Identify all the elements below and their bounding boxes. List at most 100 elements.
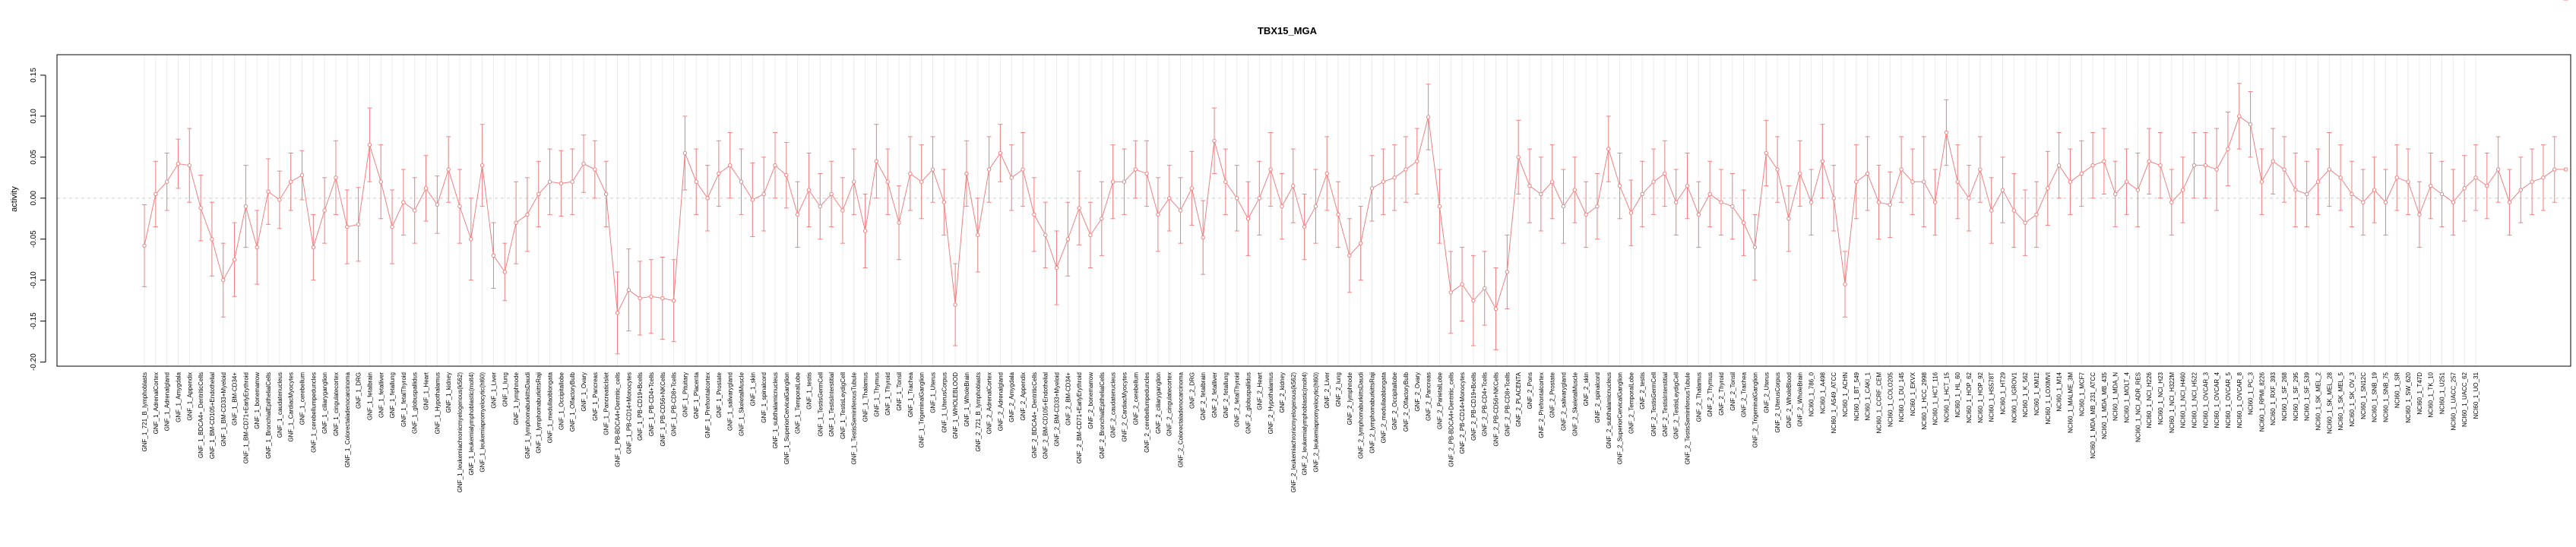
x-tick-label: GNF_2_caudatenucleus	[1110, 372, 1117, 438]
x-tick-label: NCI60_1_PC_3	[2248, 372, 2255, 415]
x-tick-label: NCI60_1_OVCAR_8	[2236, 372, 2243, 428]
data-point	[1347, 253, 1352, 258]
data-point	[874, 159, 879, 163]
y-tick-label: 0.10	[30, 109, 38, 124]
x-tick-label: GNF_2_721_B_lymphoblasts	[975, 372, 982, 452]
data-point	[469, 237, 473, 242]
x-tick-label: NCI60_1_MOLT_4	[2124, 372, 2131, 422]
data-point	[964, 171, 969, 176]
data-point	[570, 179, 574, 184]
x-tick-label: GNF_2_Hypothalamus	[1267, 372, 1274, 434]
data-point	[2180, 188, 2185, 192]
x-tick-label: NCI60_1_HOP_62	[1966, 372, 1973, 422]
x-tick-label: GNF_2_skin	[1583, 372, 1590, 406]
x-tick-label: NCI60_1_OVCAR_3	[2202, 372, 2209, 428]
data-point	[2563, 167, 2568, 172]
x-tick-label: GNF_1_BM-CD33+Myeloid	[220, 372, 227, 447]
data-point	[536, 191, 541, 197]
x-tick-label: GNF_1_BronchialEpithelialCells	[265, 372, 272, 459]
x-tick-label: GNF_1_Ovary	[581, 372, 587, 412]
x-tick-label: GNF_2_Pancreas	[1426, 372, 1432, 421]
x-tick-label: GNF_2_TrigeminalGanglion	[1752, 372, 1758, 447]
x-tick-label: GNF_1_AdrenalCortex	[153, 372, 160, 434]
data-point	[1336, 212, 1340, 217]
x-tick-label: GNF_2_BM-CD71+EarlyErythroid	[1076, 372, 1083, 463]
data-point	[930, 167, 935, 172]
x-tick-label: GNF_1_testis	[805, 372, 812, 409]
x-tick-label: NCI60_1_MDA_MB_231_ATCC	[2090, 372, 2097, 459]
x-tick-label: NCI60_1_SF_539	[2304, 372, 2311, 421]
x-tick-label: NCI60_1_NCI_H23	[2157, 372, 2164, 424]
x-tick-label: GNF_2_Adrenalgland	[997, 372, 1004, 431]
data-point	[2034, 212, 2039, 217]
x-tick-label: GNF_2_WholeBrain	[1797, 372, 1804, 427]
data-point	[2383, 200, 2388, 204]
x-tick-label: NCI60_1_OVCAR_5	[2225, 372, 2232, 428]
data-point	[1201, 235, 1205, 240]
x-tick-label: GNF_2_medullaoblongata	[1380, 372, 1387, 443]
x-tick-label: NCI60_1_KM12	[2033, 372, 2040, 415]
data-point	[277, 198, 282, 202]
data-point	[1381, 179, 1386, 184]
data-point	[2056, 163, 2062, 168]
x-tick-label: GNF_2_Uterus	[1763, 372, 1770, 413]
data-point	[750, 198, 755, 202]
data-point	[1831, 196, 1836, 201]
data-point	[1775, 167, 1780, 172]
data-point	[998, 150, 1003, 156]
x-tick-label: NCI60_1_786_0	[1809, 372, 1815, 416]
data-point	[1234, 196, 1239, 201]
x-tick-label: GNF_1_Prostate	[716, 372, 723, 418]
x-tick-label: NCI60_1_RPMI_8226	[2258, 372, 2265, 432]
x-tick-label: GNF_1_721_B_lymphoblasts	[141, 372, 148, 452]
data-point	[1516, 155, 1521, 160]
x-tick-label: GNF_1_cerebellum	[299, 372, 306, 425]
data-point	[299, 172, 305, 178]
data-point	[1640, 191, 1644, 197]
data-point	[1144, 171, 1149, 176]
data-point	[1843, 282, 1847, 286]
y-tick-label: 0.05	[30, 150, 38, 165]
data-point	[1730, 204, 1735, 209]
y-tick-label: -0.15	[30, 312, 38, 330]
x-tick-label: GNF_2_SkeletalMuscle	[1571, 372, 1578, 436]
data-point	[840, 208, 845, 213]
x-tick-label: NCI60_1_HL_60	[1954, 372, 1961, 417]
data-point	[1865, 171, 1870, 176]
data-point	[1392, 175, 1397, 180]
x-tick-label: NCI60_1_CAKI_1	[1865, 372, 1872, 420]
x-tick-label: GNF_1_lung	[502, 372, 508, 406]
data-point	[390, 224, 394, 229]
x-tick-label: GNF_2_ParietalLobe	[1436, 372, 1443, 429]
x-tick-label: GNF_1_Tonsil	[896, 372, 903, 411]
data-point	[705, 196, 710, 201]
x-tick-label: NCI60_1_CCRF_CEM	[1875, 372, 1882, 434]
x-tick-label: GNF_2_bonemarrow	[1087, 372, 1094, 429]
x-tick-label: NCI60_1_MDA_MB_435	[2101, 372, 2108, 439]
data-point	[1460, 282, 1464, 286]
x-tick-label: GNF_2_Liver	[1324, 372, 1331, 409]
data-point	[2338, 175, 2343, 180]
x-tick-label: GNF_1_Colorectaladenocarcinoma	[344, 372, 351, 467]
data-point	[1245, 217, 1251, 221]
x-tick-label: NCI60_1_COLO205	[1887, 372, 1894, 427]
x-tick-label: NCI60_1_HCT_15	[1943, 372, 1950, 422]
y-tick-label: 0.00	[30, 191, 38, 206]
data-point	[164, 179, 169, 184]
data-point	[2169, 200, 2174, 204]
data-point	[2485, 183, 2489, 188]
x-tick-label: NCI60_1_SNB_75	[2382, 372, 2389, 422]
data-point	[1663, 171, 1667, 176]
x-tick-label: NCI60_1_SW_620	[2405, 372, 2412, 422]
x-tick-label: GNF_2_TemporalLobe	[1628, 372, 1635, 433]
data-point	[593, 167, 597, 172]
x-tick-label: GNF_1_Amygdala	[175, 372, 182, 422]
data-point	[1088, 232, 1093, 238]
x-tick-label: GNF_1_CardiacMyocytes	[288, 372, 295, 442]
data-point	[2079, 171, 2084, 176]
x-tick-label: GNF_2_lymphomaburkittsRaji	[1369, 372, 1376, 454]
data-point	[2011, 208, 2017, 213]
data-point	[457, 204, 462, 209]
x-tick-label: GNF_1_Thyroid	[885, 372, 891, 416]
